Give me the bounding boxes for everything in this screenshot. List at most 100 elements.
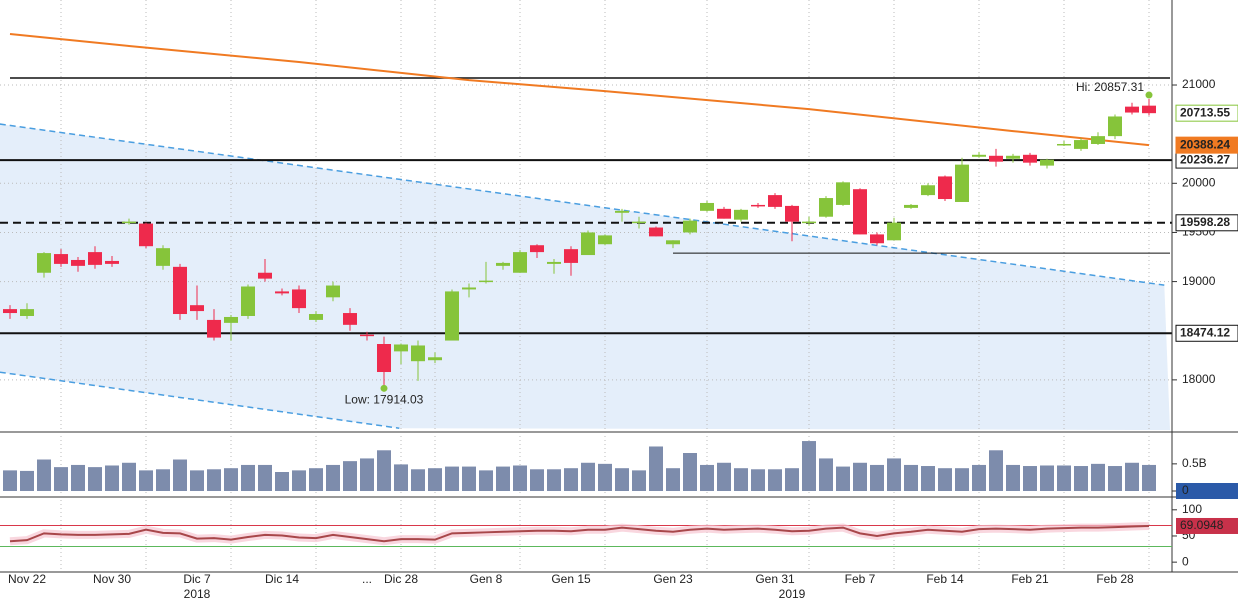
rsi-label: 69.0948	[1180, 518, 1224, 532]
candle-body	[1057, 143, 1071, 146]
candle-body	[972, 154, 986, 157]
y-tick-label: 19000	[1182, 274, 1216, 288]
x-tick-label: ...	[362, 572, 372, 586]
volume-bar	[972, 464, 986, 491]
volume-bar	[54, 467, 68, 491]
volume-bar	[326, 464, 340, 491]
volume-bar	[292, 470, 306, 491]
x-tick-label: Dic 28	[384, 572, 418, 586]
candle-body	[20, 309, 34, 316]
year-label: 2019	[779, 587, 806, 601]
y-tick-label: 0	[1182, 554, 1189, 568]
volume-bar	[20, 470, 34, 491]
volume-bar	[785, 468, 799, 491]
trend-line	[0, 371, 400, 429]
low-annotation: Low: 17914.03	[345, 392, 424, 406]
candle-body	[394, 344, 408, 352]
volume-bar	[1108, 466, 1122, 491]
x-tick-label: Dic 7	[183, 572, 211, 586]
candle-body	[802, 221, 816, 224]
level-label-box	[1175, 324, 1238, 342]
candle-body	[700, 202, 714, 211]
volume-bar	[734, 468, 748, 491]
volume-bar	[394, 464, 408, 491]
candle-body	[445, 291, 459, 341]
candle-body	[343, 313, 357, 325]
volume-bar	[1057, 465, 1071, 491]
candle-body	[1142, 105, 1156, 114]
candle-body	[853, 189, 867, 235]
candle-body	[785, 205, 799, 222]
candle-body	[224, 316, 238, 323]
candle-body	[309, 314, 323, 320]
volume-bar	[649, 446, 663, 491]
candle-body	[768, 195, 782, 207]
y-tick-label: 0	[1182, 483, 1189, 497]
candle-body	[479, 280, 493, 283]
volume-bar	[819, 458, 833, 491]
candle-body	[683, 220, 697, 233]
candle-body	[1074, 140, 1088, 149]
candle-body	[241, 286, 255, 316]
volume-bar	[156, 469, 170, 491]
volume-bar	[241, 464, 255, 491]
volume-bar	[1006, 464, 1020, 491]
candle-body	[836, 182, 850, 205]
x-tick-label: Feb 7	[845, 572, 876, 586]
x-tick-label: Nov 30	[93, 572, 131, 586]
volume-bar	[462, 466, 476, 491]
volume-bar	[1074, 466, 1088, 491]
volume-bar	[377, 450, 391, 491]
volume-bar	[530, 469, 544, 491]
candle-body	[989, 155, 1003, 162]
level-label: 19598.28	[1180, 215, 1230, 229]
volume-bar	[700, 464, 714, 491]
x-tick-label: Gen 31	[755, 572, 795, 586]
volume-bar	[853, 462, 867, 491]
volume-bar	[1142, 464, 1156, 491]
candle-body	[105, 260, 119, 264]
candle-body	[530, 245, 544, 253]
y-tick-label: 100	[1182, 502, 1202, 516]
volume-bar	[989, 450, 1003, 491]
volume-bar	[955, 468, 969, 491]
y-tick-label: 21000	[1182, 77, 1216, 91]
candle-body	[751, 204, 765, 207]
trend-line	[0, 123, 1165, 286]
candle-body	[1125, 106, 1139, 113]
volume-bar	[683, 453, 697, 491]
candle-body	[360, 334, 374, 337]
volume-bar	[360, 458, 374, 491]
candle-body	[173, 266, 187, 315]
candle-body	[207, 319, 221, 338]
volume-bar	[190, 470, 204, 491]
x-tick-label: Dic 14	[265, 572, 299, 586]
volume-bar	[343, 461, 357, 491]
volume-bar	[1023, 466, 1037, 491]
candle-body	[819, 198, 833, 217]
low-marker	[380, 384, 388, 392]
x-tick-label: Gen 8	[470, 572, 503, 586]
candle-body	[564, 249, 578, 263]
candle-body	[649, 227, 663, 237]
volume-bar	[632, 470, 646, 491]
volume-bar	[309, 468, 323, 491]
volume-bar	[88, 467, 102, 491]
volume-bar	[513, 465, 527, 491]
volume-bar	[411, 469, 425, 491]
volume-bar	[139, 470, 153, 491]
ma-label: 20388.24	[1180, 137, 1230, 151]
candle-body	[887, 222, 901, 241]
candle-body	[1040, 159, 1054, 166]
candle-body	[326, 285, 340, 298]
candle-body	[955, 164, 969, 202]
moving-average	[9, 33, 1150, 147]
last-price: 20713.55	[1180, 105, 1230, 119]
volume-bar	[836, 466, 850, 491]
candle-body	[139, 223, 153, 247]
level-label-box	[1175, 214, 1238, 232]
y-tick-label: 0.5B	[1182, 456, 1207, 470]
candle-body	[3, 309, 17, 314]
candle-body	[547, 261, 561, 264]
volume-bar	[802, 441, 816, 491]
